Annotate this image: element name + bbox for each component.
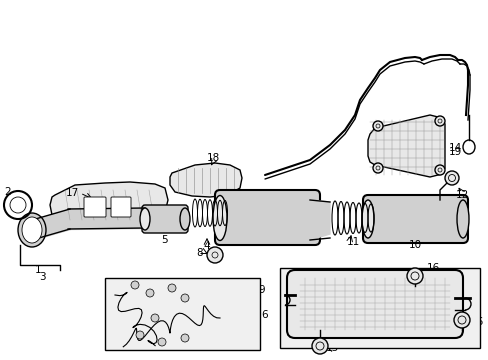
Ellipse shape bbox=[444, 171, 458, 185]
Text: 17: 17 bbox=[65, 188, 79, 198]
Ellipse shape bbox=[456, 200, 468, 238]
Text: 5: 5 bbox=[162, 235, 168, 245]
Ellipse shape bbox=[22, 217, 42, 243]
Polygon shape bbox=[170, 163, 242, 197]
Text: 3: 3 bbox=[39, 272, 45, 282]
Ellipse shape bbox=[361, 200, 373, 238]
Circle shape bbox=[372, 163, 382, 173]
Circle shape bbox=[151, 314, 159, 322]
Circle shape bbox=[434, 165, 444, 175]
Circle shape bbox=[406, 268, 422, 284]
Circle shape bbox=[158, 338, 165, 346]
Ellipse shape bbox=[18, 213, 46, 247]
Text: 7: 7 bbox=[196, 300, 203, 310]
Text: 15: 15 bbox=[325, 343, 338, 353]
Polygon shape bbox=[309, 200, 329, 240]
Polygon shape bbox=[367, 115, 444, 177]
Circle shape bbox=[372, 121, 382, 131]
Circle shape bbox=[434, 116, 444, 126]
Circle shape bbox=[181, 334, 189, 342]
Text: 9: 9 bbox=[258, 285, 265, 295]
FancyBboxPatch shape bbox=[105, 278, 260, 350]
Circle shape bbox=[311, 338, 327, 354]
Text: 10: 10 bbox=[407, 240, 421, 250]
Text: 11: 11 bbox=[346, 237, 359, 247]
FancyBboxPatch shape bbox=[280, 268, 479, 348]
Ellipse shape bbox=[213, 195, 226, 240]
Text: 1: 1 bbox=[35, 265, 41, 275]
FancyBboxPatch shape bbox=[215, 190, 319, 245]
Text: 16: 16 bbox=[469, 317, 483, 327]
Text: 13: 13 bbox=[278, 270, 291, 280]
Circle shape bbox=[168, 284, 176, 292]
Circle shape bbox=[146, 289, 154, 297]
Polygon shape bbox=[50, 182, 168, 226]
Circle shape bbox=[181, 294, 189, 302]
FancyBboxPatch shape bbox=[362, 195, 467, 243]
Text: 18: 18 bbox=[206, 153, 219, 163]
Circle shape bbox=[453, 312, 469, 328]
Ellipse shape bbox=[180, 208, 190, 230]
Text: 8: 8 bbox=[196, 248, 203, 258]
FancyBboxPatch shape bbox=[142, 205, 187, 233]
Circle shape bbox=[131, 281, 139, 289]
FancyBboxPatch shape bbox=[111, 197, 131, 217]
Text: 4: 4 bbox=[203, 241, 210, 251]
Text: 6: 6 bbox=[261, 310, 268, 320]
Text: 16: 16 bbox=[426, 263, 439, 273]
Circle shape bbox=[206, 247, 223, 263]
Circle shape bbox=[136, 331, 143, 339]
Text: 12: 12 bbox=[454, 190, 468, 200]
Text: 19: 19 bbox=[447, 147, 461, 157]
FancyBboxPatch shape bbox=[84, 197, 106, 217]
Text: 2: 2 bbox=[5, 187, 11, 197]
Ellipse shape bbox=[140, 208, 150, 230]
Text: 14: 14 bbox=[447, 143, 461, 153]
FancyBboxPatch shape bbox=[286, 270, 462, 338]
